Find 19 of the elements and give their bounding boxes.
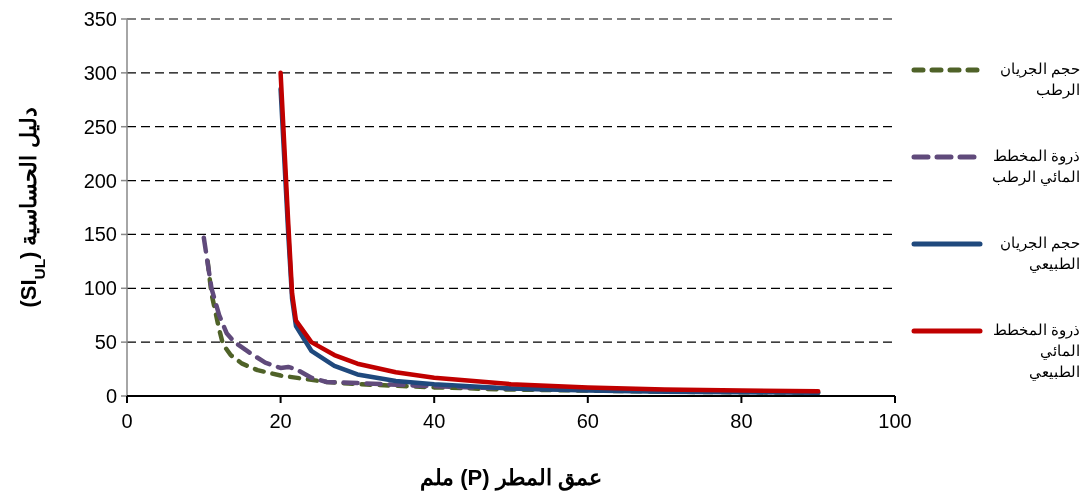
y-tick-label: 300 bbox=[83, 61, 117, 84]
legend-label: حجم الجريان الرطب bbox=[998, 59, 1080, 100]
y-tick-label: 50 bbox=[94, 331, 117, 354]
legend-label: ذروة المخطط المائي الطبيعي bbox=[991, 320, 1080, 382]
legend-label: ذروة المخطط المائي الرطب bbox=[990, 146, 1080, 187]
x-axis-title: عمق المطر (P) ملم bbox=[420, 465, 602, 491]
y-tick-label: 350 bbox=[83, 8, 117, 30]
x-tick-label: 20 bbox=[269, 410, 292, 432]
y-tick-label: 0 bbox=[105, 385, 117, 407]
x-tick-label: 0 bbox=[121, 410, 133, 432]
x-tick-label: 80 bbox=[730, 410, 753, 432]
x-tick-label: 60 bbox=[576, 410, 599, 432]
x-tick-label: 100 bbox=[878, 410, 912, 432]
legend-label: حجم الجريان الطبيعي bbox=[998, 233, 1080, 274]
y-tick-label: 250 bbox=[83, 115, 117, 138]
x-tick-label: 40 bbox=[423, 410, 446, 432]
y-tick-label: 150 bbox=[83, 223, 117, 246]
y-tick-label: 200 bbox=[83, 169, 117, 192]
y-tick-label: 100 bbox=[83, 277, 117, 300]
